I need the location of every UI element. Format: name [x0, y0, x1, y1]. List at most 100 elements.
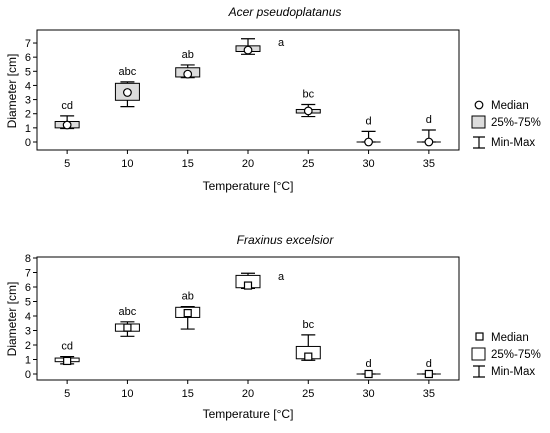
box-acer-10: abc — [114, 66, 140, 108]
median-marker — [303, 106, 313, 116]
y-axis-label-acer: Diameter [cm] — [5, 54, 19, 129]
y-tick-label: 8 — [25, 253, 31, 265]
legend-label-median-fraxinus: Median — [491, 332, 529, 344]
significance-letters: ab — [182, 49, 194, 61]
legend-median-marker-fraxinus — [475, 332, 484, 341]
box-fraxinus-10: abc — [114, 306, 140, 337]
box-acer-25: bc — [295, 89, 321, 118]
significance-letters: cd — [61, 341, 73, 353]
box-fraxinus-15: ab — [175, 291, 201, 330]
y-tick-label: 0 — [25, 137, 31, 149]
y-tick-label: 5 — [25, 66, 31, 78]
chart-title-acer: Acer pseudoplatanus — [228, 5, 342, 19]
legend-label-minmax-acer: Min-Max — [491, 137, 535, 149]
y-tick-label: 1 — [25, 355, 31, 367]
box-acer-35: d — [416, 114, 441, 147]
legend-median-marker-acer — [474, 100, 484, 110]
significance-letters: bc — [302, 89, 314, 101]
x-ticks-fraxinus: 5 10 15 20 25 30 35 — [64, 380, 435, 400]
x-tick-label: 30 — [362, 388, 374, 400]
legend-acer: Median 25%-75% Min-Max — [471, 100, 541, 149]
y-tick-label: 7 — [25, 268, 31, 280]
y-tick-label: 3 — [25, 95, 31, 107]
box-fraxinus-20: a — [235, 271, 285, 290]
median-marker — [123, 88, 132, 97]
significance-letters: d — [366, 358, 372, 370]
y-tick-label: 0 — [25, 369, 31, 381]
median-marker — [364, 369, 373, 379]
box-fraxinus-25: bc — [295, 319, 321, 361]
box-acer-5: cd — [54, 100, 80, 130]
significance-letters: a — [278, 37, 285, 49]
legend-label-quartile-fraxinus: 25%-75% — [491, 349, 541, 361]
x-tick-label: 5 — [64, 158, 70, 170]
box-fraxinus-30: d — [356, 358, 381, 379]
x-tick-label: 35 — [423, 388, 435, 400]
legend-box-marker-acer — [471, 115, 486, 129]
x-tick-label: 15 — [182, 158, 194, 170]
x-axis-label-fraxinus: Temperature [°C] — [203, 407, 294, 421]
median-marker — [424, 369, 433, 379]
y-axis-label-fraxinus: Diameter [cm] — [5, 282, 19, 357]
y-tick-label: 3 — [25, 326, 31, 338]
x-axis-label-acer: Temperature [°C] — [203, 179, 294, 193]
y-tick-label: 2 — [25, 109, 31, 121]
legend-fraxinus: Median 25%-75% Min-Max — [471, 332, 541, 378]
significance-letters: cd — [61, 100, 73, 112]
x-tick-label: 10 — [121, 388, 133, 400]
y-tick-label: 5 — [25, 297, 31, 309]
x-tick-label: 20 — [242, 388, 254, 400]
median-marker — [183, 309, 192, 318]
x-tick-label: 10 — [121, 158, 133, 170]
x-tick-label: 5 — [64, 388, 70, 400]
x-ticks-acer: 5 10 15 20 25 30 35 — [64, 150, 435, 170]
chart-title-fraxinus: Fraxinus excelsior — [237, 233, 335, 247]
median-marker — [243, 45, 253, 55]
box-acer-30: d — [356, 115, 381, 147]
y-tick-label: 6 — [25, 282, 31, 294]
y-tick-label: 1 — [25, 123, 31, 135]
legend-whisker-marker-acer — [473, 136, 485, 149]
chart-acer: Acer pseudoplatanus Diameter [cm] Temper… — [5, 5, 541, 193]
legend-box-marker-fraxinus — [471, 347, 486, 361]
box-acer-20: a — [235, 37, 285, 55]
significance-letters: d — [426, 114, 432, 126]
y-ticks-fraxinus: 0 1 2 3 4 5 6 7 8 — [25, 253, 37, 381]
median-marker — [63, 356, 72, 366]
significance-letters: a — [278, 271, 285, 283]
y-tick-label: 2 — [25, 340, 31, 352]
y-tick-label: 4 — [25, 311, 31, 323]
median-marker — [62, 120, 72, 130]
y-tick-label: 7 — [25, 38, 31, 50]
legend-label-minmax-fraxinus: Min-Max — [491, 366, 535, 378]
significance-letters: ab — [182, 291, 194, 303]
chart-fraxinus: Fraxinus excelsior Diameter [cm] Tempera… — [5, 233, 541, 421]
significance-letters: abc — [119, 306, 137, 318]
box-acer-15: ab — [175, 49, 201, 79]
x-tick-label: 35 — [423, 158, 435, 170]
x-tick-label: 20 — [242, 158, 254, 170]
y-ticks-acer: 0 1 2 3 4 5 6 7 — [25, 38, 37, 149]
y-tick-label: 4 — [25, 80, 31, 92]
significance-letters: d — [366, 115, 372, 127]
x-tick-label: 25 — [302, 158, 314, 170]
legend-label-median-acer: Median — [491, 100, 529, 112]
y-tick-label: 6 — [25, 52, 31, 64]
x-tick-label: 25 — [302, 388, 314, 400]
median-marker — [424, 137, 434, 147]
median-marker — [243, 281, 253, 290]
median-marker — [304, 352, 313, 361]
median-marker — [123, 323, 132, 332]
legend-label-quartile-acer: 25%-75% — [491, 117, 541, 129]
median-marker — [364, 137, 373, 147]
legend-whisker-marker-fraxinus — [473, 365, 485, 378]
significance-letters: bc — [302, 319, 314, 331]
significance-letters: d — [426, 358, 432, 370]
x-tick-label: 15 — [182, 388, 194, 400]
x-tick-label: 30 — [362, 158, 374, 170]
box-fraxinus-35: d — [416, 358, 441, 379]
significance-letters: abc — [119, 66, 137, 78]
